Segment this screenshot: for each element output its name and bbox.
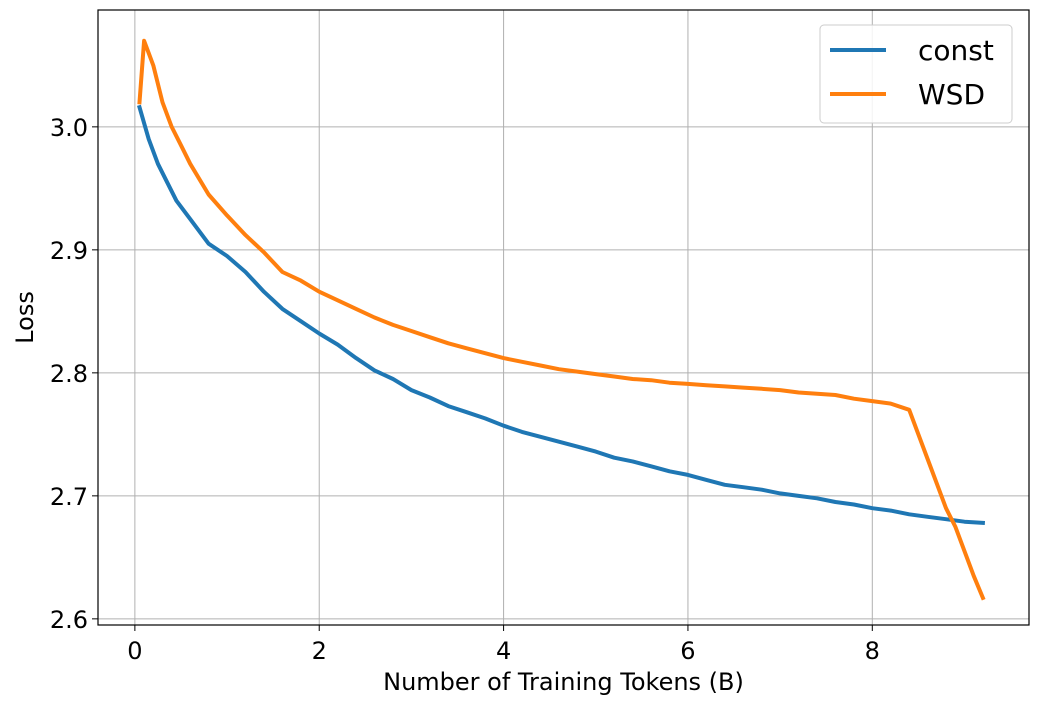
y-tick-label: 2.8 (50, 360, 88, 388)
y-axis-label: Loss (11, 291, 39, 344)
series-line-wsd (137, 38, 986, 601)
series-line-const (137, 104, 986, 526)
y-tick-label: 2.6 (50, 606, 88, 634)
legend-label-wsd: WSD (918, 78, 985, 111)
x-tick-label: 2 (312, 637, 327, 665)
x-tick-label: 4 (496, 637, 511, 665)
x-tick-label: 6 (680, 637, 695, 665)
legend-label-const: const (918, 34, 994, 67)
y-tick-label: 2.9 (50, 237, 88, 265)
grid (98, 10, 1029, 625)
x-tick-label: 0 (127, 637, 142, 665)
y-tick-label: 3.0 (50, 114, 88, 142)
x-axis-label: Number of Training Tokens (B) (383, 668, 744, 696)
x-tick-label: 8 (865, 637, 880, 665)
plot-frame (97, 9, 1030, 626)
x-axis-ticks: 0 2 4 6 8 (127, 625, 880, 665)
legend: const WSD (819, 24, 1013, 124)
series-lines (137, 38, 986, 601)
y-tick-label: 2.7 (50, 483, 88, 511)
y-axis-ticks: 2.6 2.7 2.8 2.9 3.0 (50, 114, 98, 634)
